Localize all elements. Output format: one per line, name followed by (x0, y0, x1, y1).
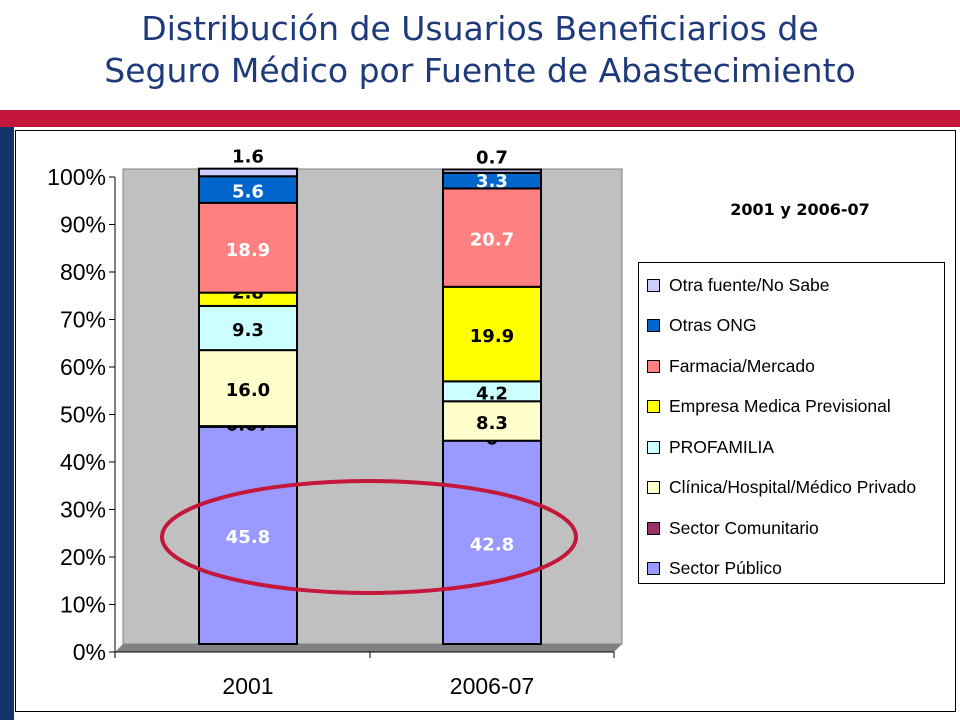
bar-value-label: 20.7 (470, 230, 514, 251)
legend-item: Clínica/Hospital/Médico Privado (647, 476, 916, 500)
x-category-label: 2006-07 (450, 673, 534, 699)
plot-floor (115, 644, 622, 652)
bar-segment (442, 168, 542, 174)
legend-swatch (647, 400, 660, 413)
legend-label: Farmacia/Mercado (669, 355, 815, 376)
y-tick-label: 100% (47, 164, 106, 190)
bar-value-label: 16.0 (226, 380, 270, 401)
legend-item: Farmacia/Mercado (647, 354, 815, 378)
y-tick-label: 80% (60, 259, 106, 285)
bar-segment (442, 187, 542, 288)
legend-item: Empresa Medica Previsional (647, 395, 891, 419)
x-category-label: 2001 (222, 673, 273, 699)
title-line-1: Distribución de Usuarios Beneficiarios d… (141, 9, 819, 48)
legend-swatch (647, 359, 660, 373)
y-tick-label: 40% (60, 449, 106, 475)
legend-label: PROFAMILIA (669, 436, 775, 457)
legend-swatch (647, 521, 660, 535)
bar-segment (198, 425, 298, 646)
y-tick-label: 10% (60, 592, 106, 618)
bar-value-label: 5.6 (232, 182, 264, 203)
y-tick-label: 0% (73, 639, 106, 665)
legend-swatch (647, 278, 660, 292)
bar-value-label: 42.8 (470, 534, 514, 555)
y-tick-label: 90% (60, 212, 106, 238)
legend-label: Otra fuente/No Sabe (669, 274, 830, 295)
legend-swatch (647, 440, 660, 454)
y-tick-label: 70% (60, 307, 106, 333)
bar-value-label: 3.3 (476, 171, 508, 192)
page-title: Distribución de Usuarios Beneficiarios d… (0, 8, 960, 92)
chart-legend: Otra fuente/No Sabe Otras ONG Farmacia/Mer… (638, 262, 945, 584)
bar-segment (198, 349, 298, 428)
bar-segment (198, 167, 298, 178)
bar-value-label: 19.9 (470, 326, 514, 347)
bar-segment (442, 285, 542, 383)
legend-swatch (647, 562, 660, 575)
bar-value-label: 18.9 (226, 240, 270, 261)
bar-value-label: 9.3 (232, 320, 264, 341)
legend-item: Sector Público (647, 557, 782, 581)
bar-value-label: 1.6 (232, 147, 264, 168)
y-tick-label: 30% (60, 497, 106, 523)
bar-value-label: 45.8 (226, 527, 270, 548)
legend-item: Sector Comunitario (647, 516, 819, 540)
bar-segment (198, 201, 298, 294)
bar-segment (198, 304, 298, 352)
accent-band (0, 110, 960, 127)
legend-label: Empresa Medica Previsional (669, 396, 891, 416)
chart-subtitle: 2001 y 2006-07 (730, 200, 870, 219)
bar-segment (442, 439, 542, 646)
legend-label: Otras ONG (669, 315, 757, 335)
bar-segment (442, 400, 542, 442)
legend-swatch (647, 319, 660, 332)
side-accent-bar (0, 127, 14, 720)
bar-value-label: 0.7 (476, 147, 508, 168)
legend-label: Sector Comunitario (669, 517, 819, 538)
legend-label: Sector Público (669, 558, 782, 578)
legend-item: PROFAMILIA (647, 435, 774, 459)
legend-item: Otra fuente/No Sabe (647, 273, 830, 297)
bar-value-label: 4.2 (476, 383, 508, 404)
y-tick-label: 60% (60, 354, 106, 380)
bar-value-label: 8.3 (476, 413, 508, 434)
plot-area (122, 168, 623, 645)
y-tick-label: 20% (60, 544, 106, 570)
legend-item: Otras ONG (647, 314, 757, 338)
highlight-ellipse (160, 479, 578, 595)
legend-label: Clínica/Hospital/Médico Privado (669, 477, 917, 497)
y-tick-label: 50% (60, 402, 106, 428)
title-line-2: Seguro Médico por Fuente de Abastecimien… (104, 51, 856, 90)
legend-swatch (647, 481, 660, 494)
